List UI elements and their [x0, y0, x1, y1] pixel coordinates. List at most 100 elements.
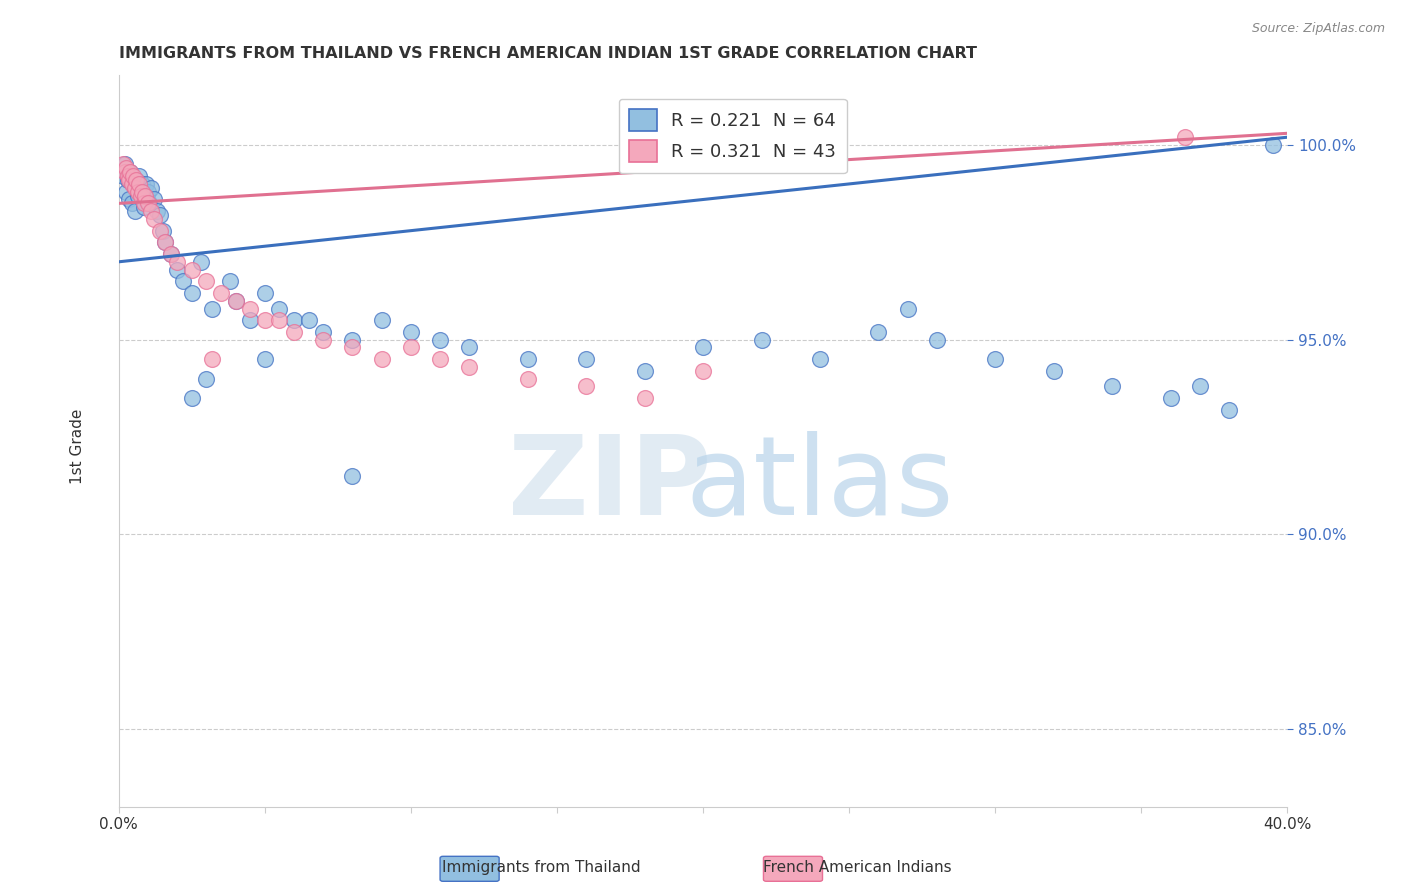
Point	[1188, 379, 1211, 393]
Point	[253, 313, 276, 327]
Point	[190, 255, 212, 269]
Point	[342, 341, 364, 355]
Point	[139, 204, 162, 219]
Point	[868, 325, 890, 339]
Point	[134, 188, 156, 202]
Point	[135, 177, 157, 191]
Point	[121, 177, 143, 191]
Point	[1261, 138, 1284, 153]
Point	[1101, 379, 1123, 393]
Point	[114, 165, 136, 179]
Point	[342, 333, 364, 347]
Point	[127, 188, 149, 202]
Point	[180, 262, 202, 277]
Point	[124, 204, 146, 219]
Point	[120, 165, 142, 179]
Point	[218, 274, 240, 288]
Point	[125, 173, 148, 187]
Point	[269, 313, 291, 327]
Point	[283, 325, 305, 339]
Point	[124, 181, 146, 195]
Point	[134, 188, 156, 202]
Point	[122, 169, 145, 183]
Point	[399, 325, 422, 339]
Point	[1160, 391, 1182, 405]
Point	[120, 165, 142, 179]
Point	[1174, 130, 1197, 145]
Point	[370, 313, 392, 327]
Point	[132, 200, 155, 214]
Point	[128, 177, 150, 191]
Point	[399, 341, 422, 355]
Point	[127, 185, 149, 199]
Point	[897, 301, 920, 316]
Point	[692, 364, 714, 378]
Point	[751, 333, 773, 347]
Text: IMMIGRANTS FROM THAILAND VS FRENCH AMERICAN INDIAN 1ST GRADE CORRELATION CHART: IMMIGRANTS FROM THAILAND VS FRENCH AMERI…	[118, 46, 977, 62]
Point	[145, 204, 167, 219]
Point	[117, 173, 139, 187]
Point	[160, 247, 183, 261]
Point	[633, 364, 655, 378]
Point	[180, 285, 202, 300]
Text: Immigrants from Thailand: Immigrants from Thailand	[441, 861, 641, 875]
Point	[138, 196, 160, 211]
Point	[458, 359, 481, 374]
Point	[115, 185, 138, 199]
Point	[239, 313, 262, 327]
Point	[201, 301, 224, 316]
Point	[209, 285, 232, 300]
Point	[269, 301, 291, 316]
Point	[253, 352, 276, 367]
Point	[114, 157, 136, 171]
Point	[201, 352, 224, 367]
Point	[115, 161, 138, 176]
Point	[312, 325, 335, 339]
Point	[139, 181, 162, 195]
Point	[342, 469, 364, 483]
Point	[253, 285, 276, 300]
Point	[225, 293, 247, 308]
Point	[808, 352, 831, 367]
Text: ZIP: ZIP	[508, 432, 711, 539]
Point	[118, 173, 141, 187]
Point	[516, 371, 538, 385]
Point	[925, 333, 948, 347]
Point	[128, 169, 150, 183]
Point	[692, 341, 714, 355]
Point	[1218, 402, 1240, 417]
Point	[180, 391, 202, 405]
Point	[516, 352, 538, 367]
Point	[160, 247, 183, 261]
Text: atlas: atlas	[686, 432, 955, 539]
Point	[1042, 364, 1064, 378]
Point	[122, 177, 145, 191]
Point	[149, 208, 172, 222]
Point	[118, 193, 141, 207]
Point	[633, 391, 655, 405]
Point	[312, 333, 335, 347]
Legend: R = 0.221  N = 64, R = 0.321  N = 43: R = 0.221 N = 64, R = 0.321 N = 43	[619, 98, 846, 173]
Point	[370, 352, 392, 367]
Point	[429, 333, 451, 347]
Point	[195, 274, 218, 288]
Point	[112, 157, 135, 171]
Point	[136, 185, 159, 199]
Point	[142, 211, 165, 226]
Point	[131, 185, 153, 199]
Point	[195, 371, 218, 385]
Point	[155, 235, 177, 250]
Point	[575, 352, 598, 367]
Point	[172, 274, 194, 288]
Point	[149, 224, 172, 238]
Point	[166, 262, 188, 277]
Point	[166, 255, 188, 269]
Point	[121, 196, 143, 211]
Point	[117, 169, 139, 183]
Point	[298, 313, 321, 327]
Point	[142, 193, 165, 207]
Point	[575, 379, 598, 393]
Point	[152, 224, 174, 238]
Point	[429, 352, 451, 367]
Text: Source: ZipAtlas.com: Source: ZipAtlas.com	[1251, 22, 1385, 36]
